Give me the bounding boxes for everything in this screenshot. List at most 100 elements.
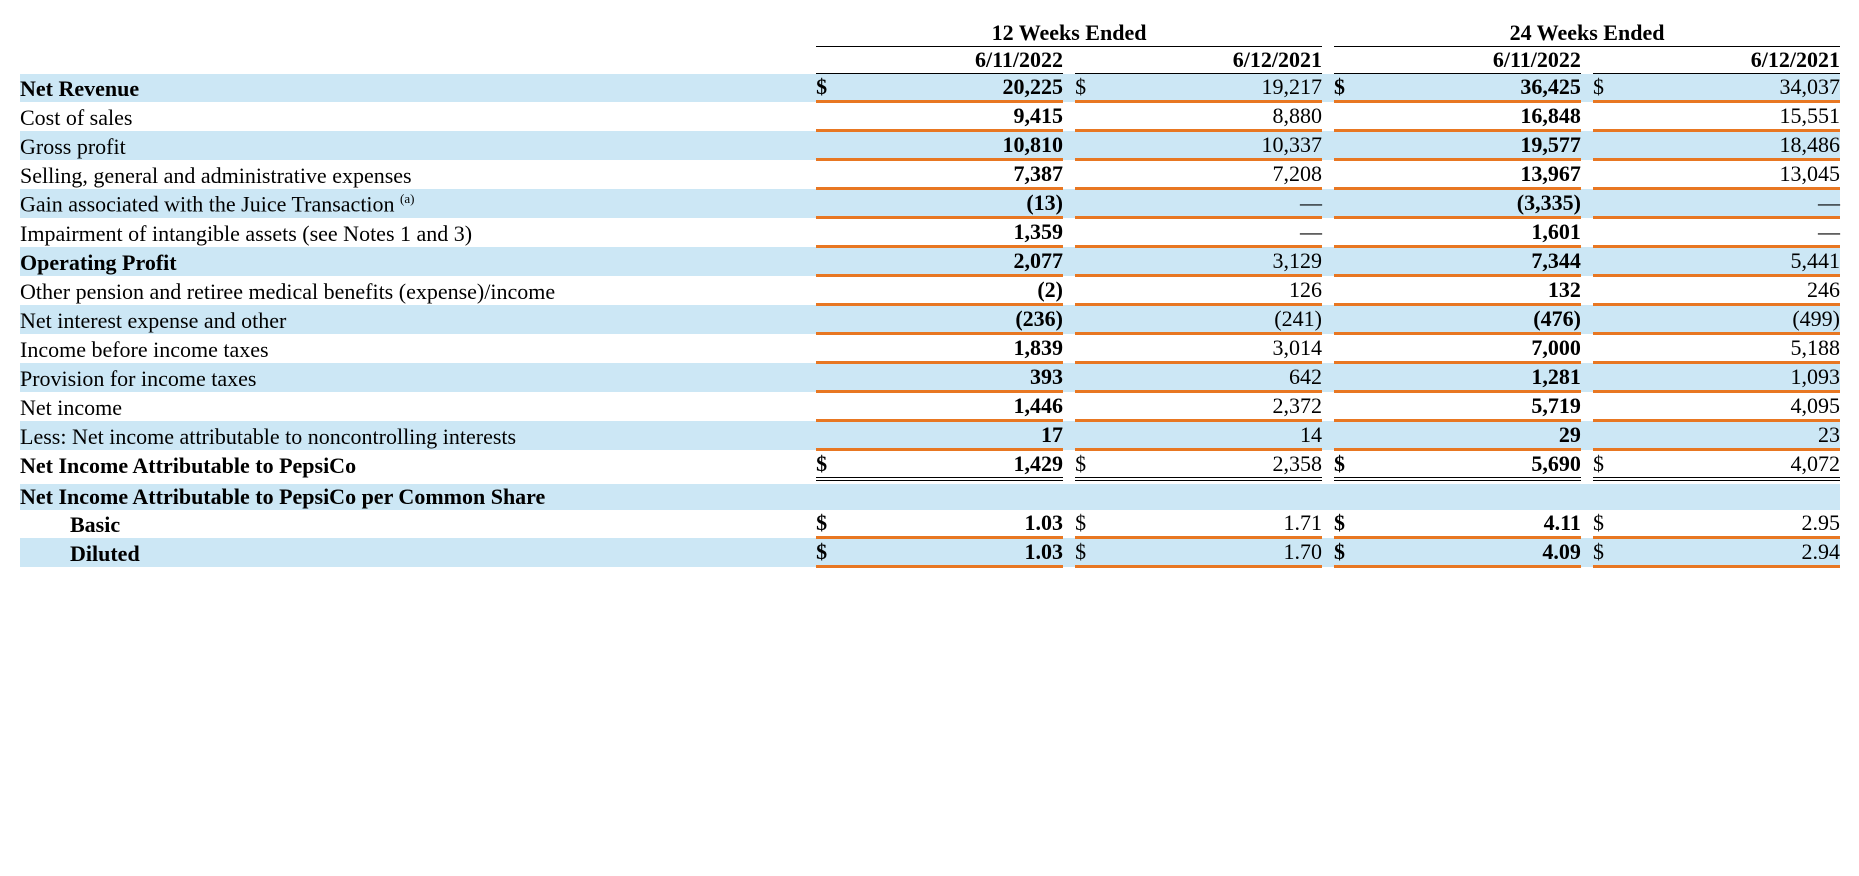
header-date-24w-prior: 6/12/2021 xyxy=(1593,47,1840,74)
value-c12_pri: 10,337 xyxy=(1115,131,1322,160)
value-c24_cur xyxy=(1374,484,1581,510)
currency-symbol xyxy=(1075,392,1115,421)
value-c24_cur: (476) xyxy=(1374,305,1581,334)
value-c12_cur: 1,429 xyxy=(856,450,1063,480)
header-date-24w-current: 6/11/2022 xyxy=(1334,47,1581,74)
currency-symbol: $ xyxy=(1075,450,1115,480)
row-label: Selling, general and administrative expe… xyxy=(20,160,816,189)
row-label: Basic xyxy=(20,510,816,538)
header-date-12w-current: 6/11/2022 xyxy=(816,47,1063,74)
row-label: Net income xyxy=(20,392,816,421)
value-c24_pri: 18,486 xyxy=(1633,131,1840,160)
currency-symbol xyxy=(1593,131,1633,160)
row-label: Gross profit xyxy=(20,131,816,160)
value-c24_cur: 4.11 xyxy=(1374,510,1581,538)
table-row-net_income: Net income1,4462,3725,7194,095 xyxy=(20,392,1840,421)
currency-symbol: $ xyxy=(1334,510,1374,538)
row-label: Net interest expense and other xyxy=(20,305,816,334)
value-c12_pri: 2,372 xyxy=(1115,392,1322,421)
currency-symbol xyxy=(1593,363,1633,392)
currency-symbol xyxy=(1593,276,1633,305)
currency-symbol: $ xyxy=(1593,510,1633,538)
currency-symbol xyxy=(1075,421,1115,450)
currency-symbol xyxy=(1075,131,1115,160)
value-c24_cur: 7,344 xyxy=(1374,247,1581,276)
currency-symbol: $ xyxy=(1593,538,1633,567)
currency-symbol xyxy=(816,131,856,160)
value-c12_pri: 1.71 xyxy=(1115,510,1322,538)
value-c24_cur: 19,577 xyxy=(1374,131,1581,160)
value-c24_cur: 29 xyxy=(1374,421,1581,450)
table-row-eps_header: Net Income Attributable to PepsiCo per C… xyxy=(20,484,1840,510)
currency-symbol xyxy=(1075,102,1115,131)
value-c24_pri: — xyxy=(1633,189,1840,218)
table-row-provision_tax: Provision for income taxes3936421,2811,0… xyxy=(20,363,1840,392)
row-label: Less: Net income attributable to noncont… xyxy=(20,421,816,450)
table-row-sg_a: Selling, general and administrative expe… xyxy=(20,160,1840,189)
row-label: Cost of sales xyxy=(20,102,816,131)
currency-symbol xyxy=(816,160,856,189)
value-c12_pri: 8,880 xyxy=(1115,102,1322,131)
table-row-net_interest: Net interest expense and other(236)(241)… xyxy=(20,305,1840,334)
currency-symbol xyxy=(1334,160,1374,189)
value-c12_pri: 642 xyxy=(1115,363,1322,392)
currency-symbol xyxy=(1593,392,1633,421)
value-c24_pri: 4,095 xyxy=(1633,392,1840,421)
value-c12_pri: — xyxy=(1115,218,1322,247)
currency-symbol: $ xyxy=(1334,74,1374,102)
currency-symbol xyxy=(1593,102,1633,131)
table-row-other_pension: Other pension and retiree medical benefi… xyxy=(20,276,1840,305)
table-row-gross_profit: Gross profit 10,810 10,337 19,577 18,486 xyxy=(20,131,1840,160)
currency-symbol xyxy=(1075,276,1115,305)
currency-symbol: $ xyxy=(816,538,856,567)
value-c12_cur: 20,225 xyxy=(856,74,1063,102)
currency-symbol: $ xyxy=(1075,74,1115,102)
currency-symbol xyxy=(1334,276,1374,305)
table-header: 12 Weeks Ended 24 Weeks Ended 6/11/2022 … xyxy=(20,20,1840,74)
value-c24_pri: 5,441 xyxy=(1633,247,1840,276)
currency-symbol xyxy=(1334,305,1374,334)
value-c24_pri: 13,045 xyxy=(1633,160,1840,189)
table-row-eps_basic: Basic$1.03$1.71$4.11$2.95 xyxy=(20,510,1840,538)
currency-symbol xyxy=(1334,334,1374,363)
currency-symbol xyxy=(1334,218,1374,247)
value-c12_cur: 1.03 xyxy=(856,538,1063,567)
header-date-12w-prior: 6/12/2021 xyxy=(1075,47,1322,74)
currency-symbol xyxy=(816,189,856,218)
value-c12_cur xyxy=(856,484,1063,510)
value-c12_cur: 1,359 xyxy=(856,218,1063,247)
table-row-operating_profit: Operating Profit2,0773,1297,3445,441 xyxy=(20,247,1840,276)
currency-symbol: $ xyxy=(1075,538,1115,567)
table-body: Net Revenue$20,225$19,217$36,425$34,037C… xyxy=(20,74,1840,567)
currency-symbol xyxy=(1593,421,1633,450)
currency-symbol xyxy=(1334,102,1374,131)
value-c24_pri: 34,037 xyxy=(1633,74,1840,102)
table-row-less_nci: Less: Net income attributable to noncont… xyxy=(20,421,1840,450)
value-c24_cur: 1,281 xyxy=(1374,363,1581,392)
row-label: Other pension and retiree medical benefi… xyxy=(20,276,816,305)
currency-symbol xyxy=(816,218,856,247)
value-c12_pri: 3,014 xyxy=(1115,334,1322,363)
currency-symbol xyxy=(1075,363,1115,392)
value-c12_cur: 1.03 xyxy=(856,510,1063,538)
currency-symbol xyxy=(1075,484,1115,510)
currency-symbol: $ xyxy=(1593,450,1633,480)
value-c24_cur: 7,000 xyxy=(1374,334,1581,363)
currency-symbol xyxy=(1334,247,1374,276)
currency-symbol: $ xyxy=(1334,538,1374,567)
row-label: Net Revenue xyxy=(20,74,816,102)
currency-symbol xyxy=(816,305,856,334)
currency-symbol: $ xyxy=(1334,450,1374,480)
row-label: Operating Profit xyxy=(20,247,816,276)
value-c24_cur: 16,848 xyxy=(1374,102,1581,131)
value-c12_cur: (2) xyxy=(856,276,1063,305)
value-c12_cur: 1,446 xyxy=(856,392,1063,421)
currency-symbol xyxy=(1334,131,1374,160)
value-c24_pri: 2.95 xyxy=(1633,510,1840,538)
value-c12_pri: 2,358 xyxy=(1115,450,1322,480)
table-row-net_income_pepsico: Net Income Attributable to PepsiCo$1,429… xyxy=(20,450,1840,480)
value-c12_cur: 10,810 xyxy=(856,131,1063,160)
value-c24_pri: 4,072 xyxy=(1633,450,1840,480)
value-c24_cur: 1,601 xyxy=(1374,218,1581,247)
value-c12_pri: 7,208 xyxy=(1115,160,1322,189)
